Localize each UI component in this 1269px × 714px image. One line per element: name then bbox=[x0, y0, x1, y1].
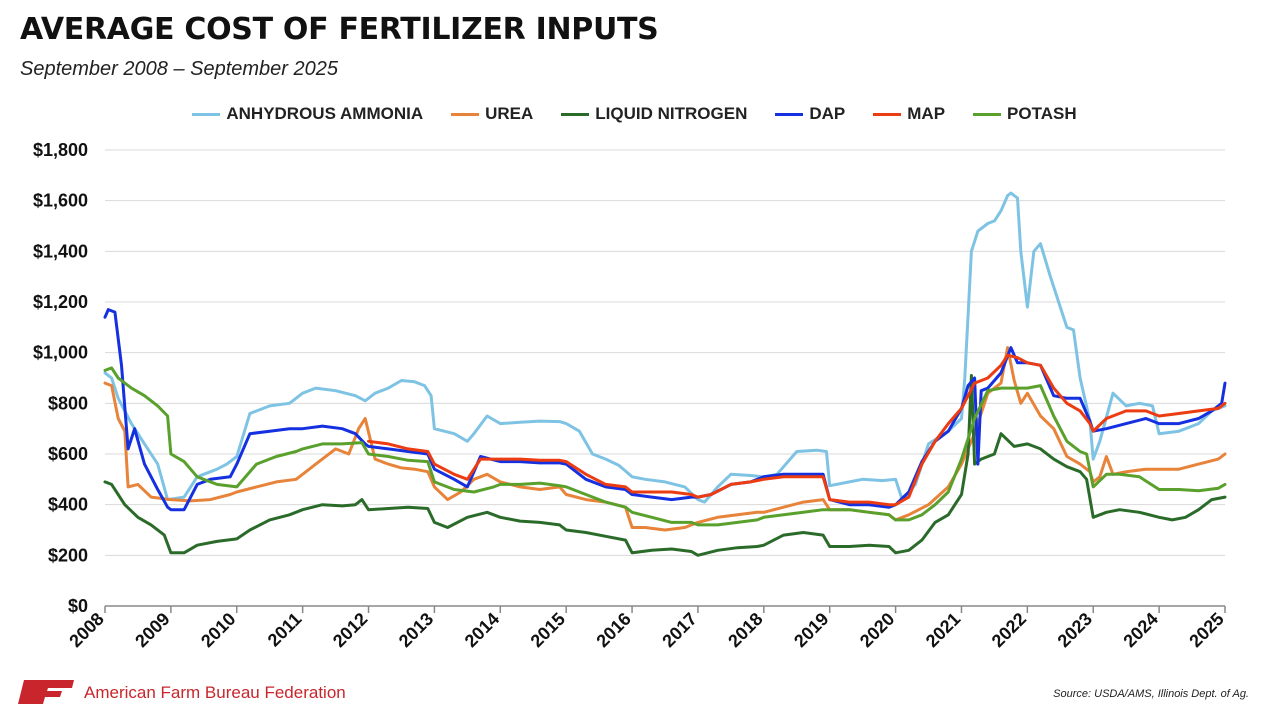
y-tick-label: $1,800 bbox=[33, 140, 88, 160]
organization-name: American Farm Bureau Federation bbox=[84, 683, 346, 702]
x-tick-label: 2023 bbox=[1054, 609, 1096, 651]
x-tick-label: 2009 bbox=[131, 609, 173, 651]
legend-item-urea: UREA bbox=[451, 104, 533, 124]
legend-label: LIQUID NITROGEN bbox=[595, 104, 748, 123]
legend-swatch bbox=[192, 112, 221, 116]
x-tick-label: 2025 bbox=[1185, 609, 1227, 651]
series-line-anhydrous-ammonia bbox=[103, 191, 1227, 504]
series-line-dap bbox=[103, 308, 1227, 512]
legend-item-map: MAP bbox=[873, 104, 945, 124]
chart-legend: ANHYDROUS AMMONIA UREA LIQUID NITROGEN D… bbox=[0, 104, 1269, 124]
legend-item-anhydrous-ammonia: ANHYDROUS AMMONIA bbox=[192, 104, 423, 124]
legend-label: POTASH bbox=[1007, 104, 1077, 123]
x-tick-label: 2010 bbox=[197, 609, 239, 651]
x-tick-label: 2020 bbox=[856, 609, 898, 651]
legend-swatch bbox=[451, 112, 480, 116]
series-line-urea bbox=[103, 346, 1227, 532]
series-line-map bbox=[367, 353, 1227, 507]
legend-label: DAP bbox=[809, 104, 846, 123]
x-tick-label: 2013 bbox=[395, 609, 437, 651]
x-tick-label: 2024 bbox=[1119, 609, 1161, 651]
x-tick-label: 2019 bbox=[790, 609, 832, 651]
x-tick-label: 2014 bbox=[461, 609, 503, 651]
afbf-logo-icon bbox=[18, 680, 74, 704]
y-tick-label: $1,000 bbox=[33, 343, 88, 363]
y-tick-label: $1,600 bbox=[33, 191, 88, 211]
x-tick-label: 2018 bbox=[724, 609, 766, 651]
series-lines bbox=[103, 191, 1227, 557]
legend-label: UREA bbox=[485, 104, 534, 123]
x-tick-label: 2016 bbox=[592, 609, 634, 651]
series-line-liquid-nitrogen bbox=[103, 374, 1227, 557]
legend-swatch bbox=[775, 112, 804, 116]
chart-subtitle: September 2008 – September 2025 bbox=[20, 58, 338, 80]
x-tick-label: 2015 bbox=[527, 609, 569, 651]
legend-item-liquid-nitrogen: LIQUID NITROGEN bbox=[561, 104, 747, 124]
y-tick-label: $1,200 bbox=[33, 292, 88, 312]
y-tick-label: $200 bbox=[48, 545, 88, 565]
legend-item-potash: POTASH bbox=[973, 104, 1077, 124]
chart-title: AVERAGE COST OF FERTILIZER INPUTS bbox=[20, 12, 659, 47]
source-note: Source: USDA/AMS, Illinois Dept. of Ag. bbox=[1053, 688, 1249, 700]
legend-swatch bbox=[561, 112, 590, 116]
y-tick-label: $800 bbox=[48, 393, 88, 413]
legend-swatch bbox=[973, 112, 1002, 116]
x-tick-label: 2021 bbox=[922, 609, 964, 651]
y-tick-label: $0 bbox=[68, 596, 88, 616]
x-axis: 2008 2009 2010 2011 2012 2013 2014 2015 2016 2017… bbox=[65, 605, 1228, 651]
y-tick-label: $1,400 bbox=[33, 241, 88, 261]
y-tick-label: $600 bbox=[48, 444, 88, 464]
legend-swatch bbox=[873, 112, 902, 116]
gridlines bbox=[105, 149, 1225, 556]
y-axis: $0 $200 $400 $600 $800 $1,000 $1,200 $1,400 $1,6… bbox=[33, 140, 88, 616]
y-tick-label: $400 bbox=[48, 495, 88, 515]
x-tick-label: 2022 bbox=[988, 609, 1030, 651]
x-tick-label: 2012 bbox=[329, 609, 371, 651]
legend-item-dap: DAP bbox=[775, 104, 845, 124]
x-tick-label: 2017 bbox=[658, 609, 700, 651]
legend-label: MAP bbox=[907, 104, 946, 123]
x-tick-label: 2011 bbox=[264, 609, 306, 651]
legend-label: ANHYDROUS AMMONIA bbox=[226, 104, 424, 123]
series-line-potash bbox=[103, 366, 1227, 527]
